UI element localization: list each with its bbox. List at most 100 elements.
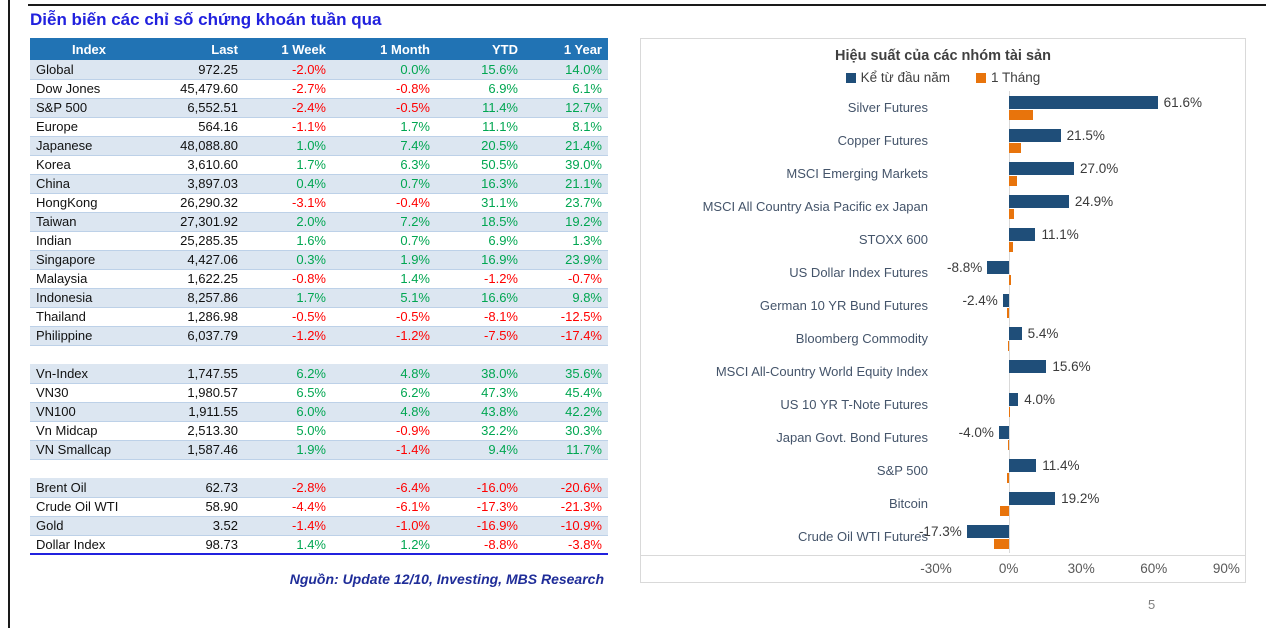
bar-value-label: 21.5%: [1066, 128, 1105, 143]
index-name-cell: VN100: [30, 402, 148, 422]
chart-row: US Dollar Index Futures -8.8%: [641, 256, 1245, 289]
chart-row: US 10 YR T-Note Futures 4.0%: [641, 388, 1245, 421]
chart-row: MSCI All-Country World Equity Index 15.6%: [641, 355, 1245, 388]
ytd-cell: 15.6%: [436, 60, 524, 80]
ytd-cell: -8.1%: [436, 307, 524, 327]
table-row: China 3,897.03 0.4% 0.7% 16.3% 21.1%: [30, 174, 608, 194]
last-value-cell: 972.25: [148, 60, 244, 80]
table-row: Global 972.25 -2.0% 0.0% 15.6% 14.0%: [30, 60, 608, 80]
one-week-cell: -2.7%: [244, 79, 332, 99]
category-plot: 21.5%: [936, 124, 1245, 157]
table-row: Dollar Index 98.73 1.4% 1.2% -8.8% -3.8%: [30, 535, 608, 555]
category-plot: 5.4%: [936, 322, 1245, 355]
table-row: Thailand 1,286.98 -0.5% -0.5% -8.1% -12.5%: [30, 307, 608, 327]
category-plot: 15.6%: [936, 355, 1245, 388]
bar-value-label: 15.6%: [1052, 359, 1091, 374]
left-border-line: [8, 0, 10, 628]
one-month-cell: -6.1%: [332, 497, 436, 517]
one-week-cell: -2.8%: [244, 478, 332, 498]
ytd-cell: 32.2%: [436, 421, 524, 441]
ytd-cell: 6.9%: [436, 79, 524, 99]
table-row: Philippine 6,037.79 -1.2% -1.2% -7.5% -17.4%: [30, 326, 608, 346]
chart-title: Hiệu suất của các nhóm tài sản: [835, 48, 1051, 64]
ytd-cell: 16.6%: [436, 288, 524, 308]
index-name-cell: Indonesia: [30, 288, 148, 308]
one-month-cell: -0.9%: [332, 421, 436, 441]
one-week-cell: 5.0%: [244, 421, 332, 441]
table-row: HongKong 26,290.32 -3.1% -0.4% 31.1% 23.7%: [30, 193, 608, 213]
last-value-cell: 1,286.98: [148, 307, 244, 327]
one-year-cell: 35.6%: [524, 364, 608, 384]
one-month-cell: 1.4%: [332, 269, 436, 289]
index-name-cell: VN30: [30, 383, 148, 403]
category-label: STOXX 600: [858, 232, 928, 247]
one-month-cell: 0.7%: [332, 174, 436, 194]
one-month-cell: 4.8%: [332, 402, 436, 422]
one-year-cell: 39.0%: [524, 155, 608, 175]
index-name-cell: Crude Oil WTI: [30, 497, 148, 517]
table-row: Vn-Index 1,747.55 6.2% 4.8% 38.0% 35.6%: [30, 364, 608, 384]
one-month-cell: -0.8%: [332, 79, 436, 99]
index-name-cell: Global: [30, 60, 148, 80]
one-year-cell: 9.8%: [524, 288, 608, 308]
index-name-cell: Philippine: [30, 326, 148, 346]
category-plot: 19.2%: [936, 487, 1245, 520]
one-year-cell: 21.4%: [524, 136, 608, 156]
table-row: Korea 3,610.60 1.7% 6.3% 50.5% 39.0%: [30, 155, 608, 175]
index-name-cell: Dow Jones: [30, 79, 148, 99]
one-year-cell: -21.3%: [524, 497, 608, 517]
table-row: Crude Oil WTI 58.90 -4.4% -6.1% -17.3% -21.3%: [30, 497, 608, 517]
ytd-cell: 43.8%: [436, 402, 524, 422]
bar-value-label: 11.4%: [1042, 458, 1080, 473]
one-week-cell: -2.4%: [244, 98, 332, 118]
ytd-bar: [1008, 96, 1158, 109]
legend-swatch-icon: [845, 72, 856, 83]
last-value-cell: 8,257.86: [148, 288, 244, 308]
page-title: Diễn biến các chỉ số chứng khoán tuần qu…: [30, 10, 382, 29]
one-month-cell: 1.2%: [332, 535, 436, 555]
ytd-bar: [1008, 360, 1047, 373]
index-name-cell: Malaysia: [30, 269, 148, 289]
column-header: 1 Year: [524, 38, 608, 60]
last-value-cell: 564.16: [148, 117, 244, 137]
one-month-bar: [1008, 407, 1010, 417]
one-week-cell: -0.5%: [244, 307, 332, 327]
ytd-bar: [1008, 228, 1036, 241]
ytd-bar: [1002, 294, 1009, 307]
index-table: Index Last 1 Week 1 Month YTD 1 Year Global 97…: [30, 38, 608, 555]
x-axis-tick-label: 90%: [1212, 561, 1240, 576]
last-value-cell: 3,610.60: [148, 155, 244, 175]
last-value-cell: 62.73: [148, 478, 244, 498]
one-year-cell: 8.1%: [524, 117, 608, 137]
chart-row: Bloomberg Commodity 5.4%: [641, 322, 1245, 355]
column-header: YTD: [436, 38, 524, 60]
last-value-cell: 6,552.51: [148, 98, 244, 118]
one-year-cell: 23.9%: [524, 250, 608, 270]
ytd-cell: 11.1%: [436, 117, 524, 137]
one-month-cell: -6.4%: [332, 478, 436, 498]
one-month-cell: 0.7%: [332, 231, 436, 251]
index-name-cell: Korea: [30, 155, 148, 175]
table-row: Europe 564.16 -1.1% 1.7% 11.1% 8.1%: [30, 117, 608, 137]
one-month-cell: 7.2%: [332, 212, 436, 232]
asset-performance-chart: Hiệu suất của các nhóm tài sản Kể từ đầu…: [640, 38, 1246, 583]
x-axis-tick-label: 60%: [1140, 561, 1168, 576]
one-month-cell: [332, 345, 436, 364]
chart-row: STOXX 600 11.1%: [641, 223, 1245, 256]
one-month-bar: [1008, 242, 1013, 252]
table-row: VN Smallcap 1,587.46 1.9% -1.4% 9.4% 11.7%: [30, 440, 608, 460]
last-value-cell: 1,747.55: [148, 364, 244, 384]
bar-value-label: 5.4%: [1027, 326, 1059, 341]
index-name-cell: HongKong: [30, 193, 148, 213]
index-name-cell: Dollar Index: [30, 535, 148, 555]
column-header: Last: [148, 38, 244, 60]
bar-value-label: -2.4%: [962, 293, 998, 308]
last-value-cell: 1,622.25: [148, 269, 244, 289]
one-month-bar: [1007, 440, 1009, 450]
one-year-cell: -10.9%: [524, 516, 608, 536]
one-month-bar: [1008, 110, 1034, 120]
spacer-row: [30, 459, 608, 478]
index-name-cell: [30, 345, 148, 364]
one-year-cell: 6.1%: [524, 79, 608, 99]
one-month-bar: [993, 539, 1009, 549]
